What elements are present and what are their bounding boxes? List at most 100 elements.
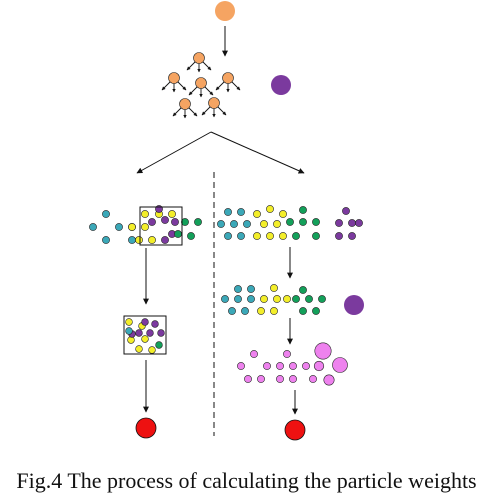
- particle-green: [194, 218, 202, 226]
- particle-cyan: [247, 295, 255, 303]
- particle-green: [174, 230, 182, 238]
- sampled-particle: [195, 77, 207, 89]
- figure-caption: Fig.4 The process of calculating the par…: [16, 468, 477, 493]
- particle-cyan: [102, 236, 110, 244]
- particle-cyan: [237, 232, 245, 240]
- weighted-particle: [302, 362, 310, 370]
- particle-green: [155, 341, 163, 349]
- particle-yellow: [273, 220, 281, 228]
- particle-cyan: [234, 295, 242, 303]
- weighted-particle: [263, 362, 271, 370]
- selection-window: [139, 206, 183, 246]
- particle-cyan: [234, 285, 242, 293]
- weighted-particle: [289, 362, 297, 370]
- particle-yellow: [141, 210, 149, 218]
- particle-cyan: [247, 285, 255, 293]
- weighted-particle: [244, 375, 252, 383]
- weighted-particle: [283, 350, 291, 358]
- particle-yellow: [128, 223, 136, 231]
- particle-purple: [348, 232, 356, 240]
- observation-particle: [271, 75, 291, 95]
- particle-green: [305, 295, 313, 303]
- particle-yellow: [141, 335, 149, 343]
- particle-cyan: [224, 208, 232, 216]
- sampled-particles: [161, 52, 241, 119]
- particle-cyan: [89, 223, 97, 231]
- particle-green: [312, 307, 320, 315]
- weighted-particle: [257, 375, 265, 383]
- weighted-particle: [276, 375, 284, 383]
- particle-green: [187, 232, 195, 240]
- particle-purple: [157, 329, 165, 337]
- particle-yellow: [253, 210, 261, 218]
- particle-purple: [151, 320, 159, 328]
- particle-green: [299, 206, 307, 214]
- weighted-particle: [309, 375, 317, 383]
- particle-cyan: [241, 307, 249, 315]
- particle-cyan: [221, 295, 229, 303]
- weighted-particle: [276, 362, 284, 370]
- weighted-particle: [323, 374, 335, 386]
- particle-weight-diagram: [89, 1, 364, 441]
- particle-cyan: [217, 220, 225, 228]
- particle-purple: [335, 232, 343, 240]
- particle-purple: [342, 207, 350, 215]
- particle-yellow: [279, 232, 287, 240]
- selected-box: [123, 315, 167, 355]
- particle-purple: [148, 218, 156, 226]
- result-right: [284, 419, 306, 441]
- arrow-split-left: [136, 131, 212, 174]
- particle-green: [299, 218, 307, 226]
- particle-cyan: [228, 307, 236, 315]
- particle-purple: [355, 219, 363, 227]
- particle-cyan: [128, 236, 136, 244]
- particle-green: [292, 232, 300, 240]
- particle-cyan: [237, 208, 245, 216]
- sampled-particle: [208, 97, 220, 109]
- weighted-particle: [250, 350, 258, 358]
- weighted-particle: [289, 375, 297, 383]
- particle-yellow: [148, 236, 156, 244]
- sampled-particle: [179, 98, 191, 110]
- particle-purple: [161, 216, 169, 224]
- particle-purple: [141, 318, 149, 326]
- right-particle-set-2: [221, 284, 326, 315]
- particle-cyan: [115, 223, 123, 231]
- particle-yellow: [266, 205, 274, 213]
- particle-yellow: [168, 210, 176, 218]
- result-left: [135, 417, 157, 439]
- sampled-particle: [193, 52, 205, 64]
- particle-purple: [155, 205, 163, 213]
- particle-yellow: [141, 223, 149, 231]
- particle-green: [299, 286, 307, 294]
- weighted-particle: [332, 357, 348, 373]
- particle-yellow: [135, 345, 143, 353]
- particle-yellow: [253, 232, 261, 240]
- particle-green: [312, 232, 320, 240]
- particle-yellow: [270, 307, 278, 315]
- particle-yellow: [260, 220, 268, 228]
- arrow-split-right: [210, 131, 305, 174]
- particle-green: [181, 218, 189, 226]
- particle-green: [292, 295, 300, 303]
- initial-particle: [215, 1, 235, 21]
- left-particle-set: [89, 205, 202, 244]
- particle-yellow: [273, 295, 281, 303]
- particle-yellow: [260, 295, 268, 303]
- particle-green: [286, 218, 294, 226]
- weighted-particle: [313, 360, 325, 372]
- particle-green: [318, 295, 326, 303]
- particle-cyan: [102, 210, 110, 218]
- particle-purple: [146, 329, 154, 337]
- particle-yellow: [257, 307, 265, 315]
- right-particle-set: [217, 205, 363, 240]
- particle-green: [299, 307, 307, 315]
- particle-yellow: [125, 318, 133, 326]
- weighted-particle: [237, 362, 245, 370]
- sampled-particle: [222, 72, 234, 84]
- particle-purple: [348, 219, 356, 227]
- particle-purple: [135, 329, 143, 337]
- particle-cyan: [224, 232, 232, 240]
- particle-yellow: [283, 295, 291, 303]
- particle-cyan: [125, 327, 133, 335]
